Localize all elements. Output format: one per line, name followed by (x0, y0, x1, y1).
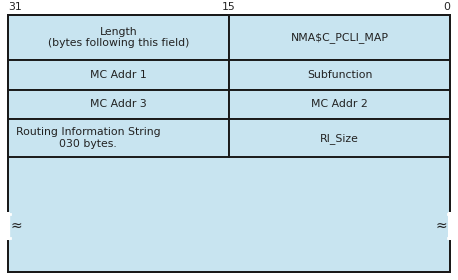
Text: Routing Information String
030 bytes.: Routing Information String 030 bytes. (16, 127, 161, 149)
Text: NMA$C_PCLI_MAP: NMA$C_PCLI_MAP (290, 32, 388, 43)
Text: MC Addr 1: MC Addr 1 (90, 70, 147, 80)
Text: MC Addr 3: MC Addr 3 (90, 99, 147, 109)
Text: 31: 31 (8, 2, 22, 12)
Text: 0: 0 (443, 2, 450, 12)
Bar (8, 15, 229, 60)
Bar (229, 119, 450, 157)
Text: Subfunction: Subfunction (307, 70, 372, 80)
Text: ≈: ≈ (436, 218, 447, 232)
Text: RI_Size: RI_Size (320, 133, 359, 144)
Bar (8, 60, 229, 90)
Bar (8, 119, 229, 157)
Text: 15: 15 (222, 2, 236, 12)
Text: Length
(bytes following this field): Length (bytes following this field) (48, 27, 189, 48)
Bar (229, 90, 450, 119)
Bar (229, 15, 450, 60)
Text: ≈: ≈ (11, 218, 22, 232)
Text: MC Addr 2: MC Addr 2 (311, 99, 368, 109)
Bar (8, 90, 229, 119)
Bar (229, 60, 450, 90)
